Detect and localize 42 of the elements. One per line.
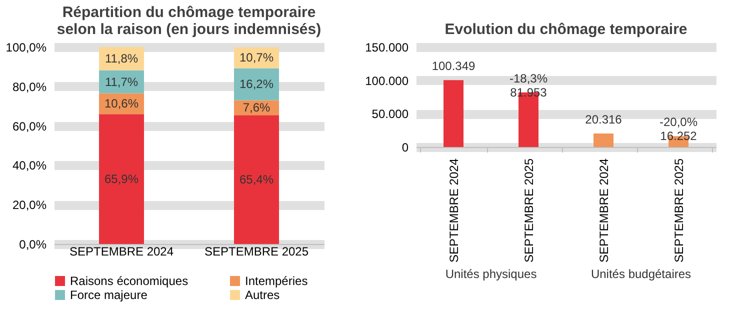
chart-title: Evolution du chômage temporaire: [444, 21, 688, 38]
x-tick-label: SEPTEMBRE 2024: [69, 244, 174, 258]
data-label: 65,9%: [104, 172, 139, 186]
data-label: 10,6%: [104, 96, 139, 111]
data-label: 20.316: [585, 112, 622, 126]
y-tick-label: 50.000: [372, 107, 409, 122]
y-tick-label: 20,0%: [12, 198, 47, 212]
legend-label: Intempéries: [245, 274, 308, 288]
data-label: 11,8%: [104, 52, 138, 66]
y-tick-label: 40,0%: [12, 158, 47, 173]
legend-label: Autres: [245, 288, 280, 302]
x-tick-label: SEPTEMBRE 2025: [672, 158, 686, 263]
x-tick-label: SEPTEMBRE 2025: [204, 244, 309, 258]
y-tick-label: 0,0%: [19, 238, 47, 252]
data-label: -20,0% 16.252: [659, 115, 698, 144]
x-tick-label: SEPTEMBRE 2024: [597, 158, 611, 263]
x-tick-label: SEPTEMBRE 2025: [522, 158, 536, 263]
y-tick-label: 100,0%: [6, 40, 47, 54]
bar: [444, 80, 464, 147]
bar: [234, 115, 279, 244]
y-tick-label: 100.000: [365, 74, 409, 88]
legend-label: Force majeure: [70, 288, 148, 302]
data-label: 100.349: [432, 59, 476, 74]
bar: [594, 133, 614, 147]
data-label: 10,7%: [239, 50, 274, 65]
data-label: -18,3% 81.953: [509, 71, 548, 100]
legend-label: Raisons économiques: [70, 274, 188, 288]
data-label: 65,4%: [239, 172, 274, 187]
y-tick-label: 80,0%: [12, 80, 47, 94]
bar: [99, 114, 144, 244]
x-tick-label: SEPTEMBRE 2024: [447, 158, 461, 263]
bar: [99, 70, 144, 94]
y-tick-label: 150.000: [365, 40, 409, 54]
y-tick-label: 0: [402, 140, 409, 154]
data-label: 7,6%: [242, 100, 270, 115]
text: Unités physiques: [445, 267, 537, 281]
data-label: 11,7%: [104, 74, 138, 89]
data-label: 16,2%: [239, 77, 274, 92]
chart-title: Répartition du chômage temporaire selon la raison (en jours indemnisés): [56, 4, 322, 38]
text: Unités budgétaires: [590, 267, 692, 281]
y-tick-label: 60,0%: [12, 119, 47, 134]
bar: [234, 68, 279, 100]
